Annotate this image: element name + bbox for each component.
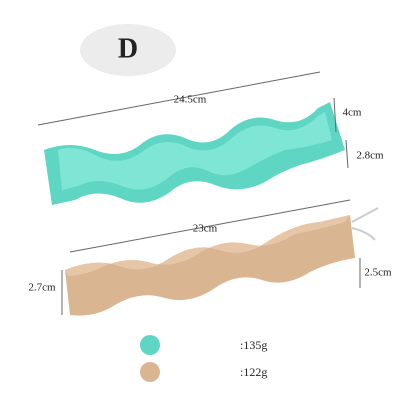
mold-width: 4cm <box>343 107 362 119</box>
mold-height: 2.8cm <box>356 150 384 162</box>
candle-length: 23cm <box>193 223 218 235</box>
candle-weight: :122g <box>240 365 267 379</box>
dimension-line <box>345 139 349 169</box>
mold-weight: :135g <box>240 338 267 352</box>
candle-depth: 2.5cm <box>364 267 392 279</box>
candle <box>65 207 379 316</box>
silicone-mold <box>44 102 345 205</box>
badge-label: D <box>118 33 138 64</box>
mold-length: 24.5cm <box>174 94 207 106</box>
candle-swatch <box>140 362 160 382</box>
dimension-line <box>37 71 321 126</box>
dimension-line <box>69 199 351 253</box>
mold-swatch <box>140 335 160 355</box>
dimension-line <box>333 97 337 133</box>
badge <box>80 24 176 76</box>
candle-height: 2.7cm <box>28 282 56 294</box>
